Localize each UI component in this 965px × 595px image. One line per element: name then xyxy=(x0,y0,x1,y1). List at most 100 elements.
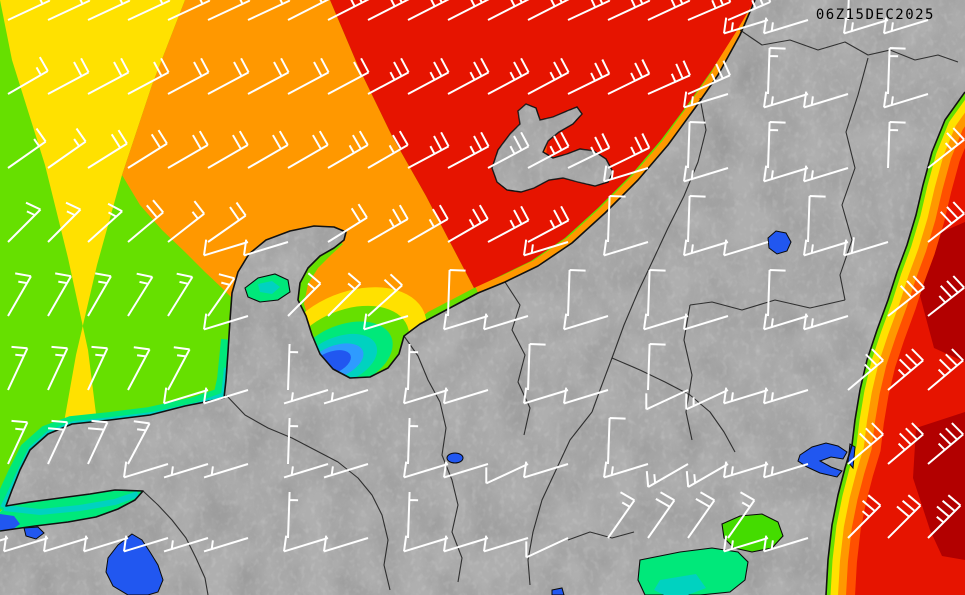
wind-barb xyxy=(367,273,403,317)
lake-kasumigaura xyxy=(797,442,848,478)
wind-barb xyxy=(207,0,251,21)
wind-barb xyxy=(887,494,922,539)
wind-barb xyxy=(87,345,109,391)
wind-barb xyxy=(527,205,570,243)
wind-barb xyxy=(603,461,649,479)
pacific-coastline xyxy=(825,91,965,595)
wakasa-inlet xyxy=(0,490,143,531)
wind-barb xyxy=(407,204,449,243)
wind-barb xyxy=(283,463,329,479)
wind-barb xyxy=(203,313,249,331)
wind-barb xyxy=(527,131,570,169)
wind-barb xyxy=(767,47,786,95)
wind-barb xyxy=(927,422,964,465)
wind-barb xyxy=(243,239,289,257)
wind-barb xyxy=(43,535,89,553)
wind-barb xyxy=(643,313,689,331)
wind-barb xyxy=(87,419,109,465)
wind-barb xyxy=(7,201,42,243)
wind-barb xyxy=(685,389,729,411)
wind-barb xyxy=(567,269,586,317)
wind-barb xyxy=(723,387,769,405)
wind-barb xyxy=(87,202,123,243)
wind-barb xyxy=(763,17,809,35)
wind-barb xyxy=(727,491,756,539)
wind-barb xyxy=(527,343,546,391)
lake-biwa xyxy=(105,533,164,595)
wind-barb xyxy=(927,348,964,391)
wind-barb xyxy=(403,461,449,479)
wind-barb xyxy=(207,201,247,243)
wind-barb xyxy=(487,131,530,169)
wind-barb xyxy=(83,535,129,553)
timestamp: 06Z15DEC2025 xyxy=(816,7,935,23)
wind-barb xyxy=(607,417,626,465)
wind-barb xyxy=(843,237,889,257)
wind-barb xyxy=(763,313,809,331)
wind-barb xyxy=(803,91,849,109)
lake-inawashiro xyxy=(767,230,792,255)
wind-barb xyxy=(407,343,419,391)
wind-barb xyxy=(487,0,530,21)
wind-barb xyxy=(283,535,329,553)
wind-barb xyxy=(523,239,569,257)
wind-barb xyxy=(87,272,112,317)
wind-barb xyxy=(247,130,289,169)
wind-barb xyxy=(647,491,676,539)
wind-barb xyxy=(647,269,666,317)
wind-barb xyxy=(47,419,69,465)
wind-barb xyxy=(887,422,924,465)
wind-barb xyxy=(607,133,651,169)
wind-barb xyxy=(687,0,732,21)
wind-barb xyxy=(443,461,489,479)
wind-barb xyxy=(763,387,809,405)
wind-barb xyxy=(563,387,609,405)
suruga-cyan xyxy=(654,574,706,595)
wind-barb xyxy=(287,491,299,539)
wind-barb xyxy=(443,313,489,331)
wind-barb xyxy=(647,343,666,391)
wind-barb xyxy=(683,313,729,331)
wind-barb xyxy=(403,387,449,405)
wind-barb xyxy=(603,239,649,257)
wind-barb xyxy=(127,199,164,243)
wind-barb xyxy=(645,463,689,488)
wind-barb xyxy=(87,129,128,169)
wind-barb xyxy=(443,387,489,405)
wind-barb xyxy=(7,419,29,465)
wind-barb xyxy=(683,165,729,183)
wind-band-yellow xyxy=(0,0,185,502)
wind-barb xyxy=(203,387,249,405)
wind-barb xyxy=(687,195,706,243)
maizuru-bay xyxy=(23,526,45,540)
wind-barb xyxy=(763,165,809,183)
wind-barb xyxy=(407,131,450,169)
wind-barb xyxy=(167,346,191,391)
wind-barb xyxy=(127,420,151,465)
wind-barb xyxy=(323,463,369,479)
wind-barb xyxy=(327,130,369,169)
wind-barb xyxy=(367,57,410,95)
wind-barb xyxy=(887,121,906,169)
wind-barb xyxy=(163,387,209,405)
wind-barb xyxy=(447,131,490,169)
wind-barb xyxy=(123,535,169,553)
wind-barb xyxy=(803,239,849,257)
wind-barb xyxy=(7,127,47,169)
wind-barb xyxy=(763,91,809,109)
wind-barb xyxy=(647,0,691,21)
wind-barb xyxy=(207,130,249,169)
wind-barb xyxy=(363,313,409,331)
wind-barb xyxy=(525,537,569,559)
wind-barb xyxy=(803,165,849,183)
wind-barb xyxy=(323,535,369,553)
wind-barb xyxy=(287,57,330,95)
wind-barb xyxy=(807,195,826,243)
wind-barb xyxy=(685,463,729,488)
wind-barb xyxy=(127,129,168,169)
wind-barb xyxy=(887,47,906,95)
wind-barb xyxy=(883,17,929,35)
wind-barb xyxy=(607,0,651,21)
